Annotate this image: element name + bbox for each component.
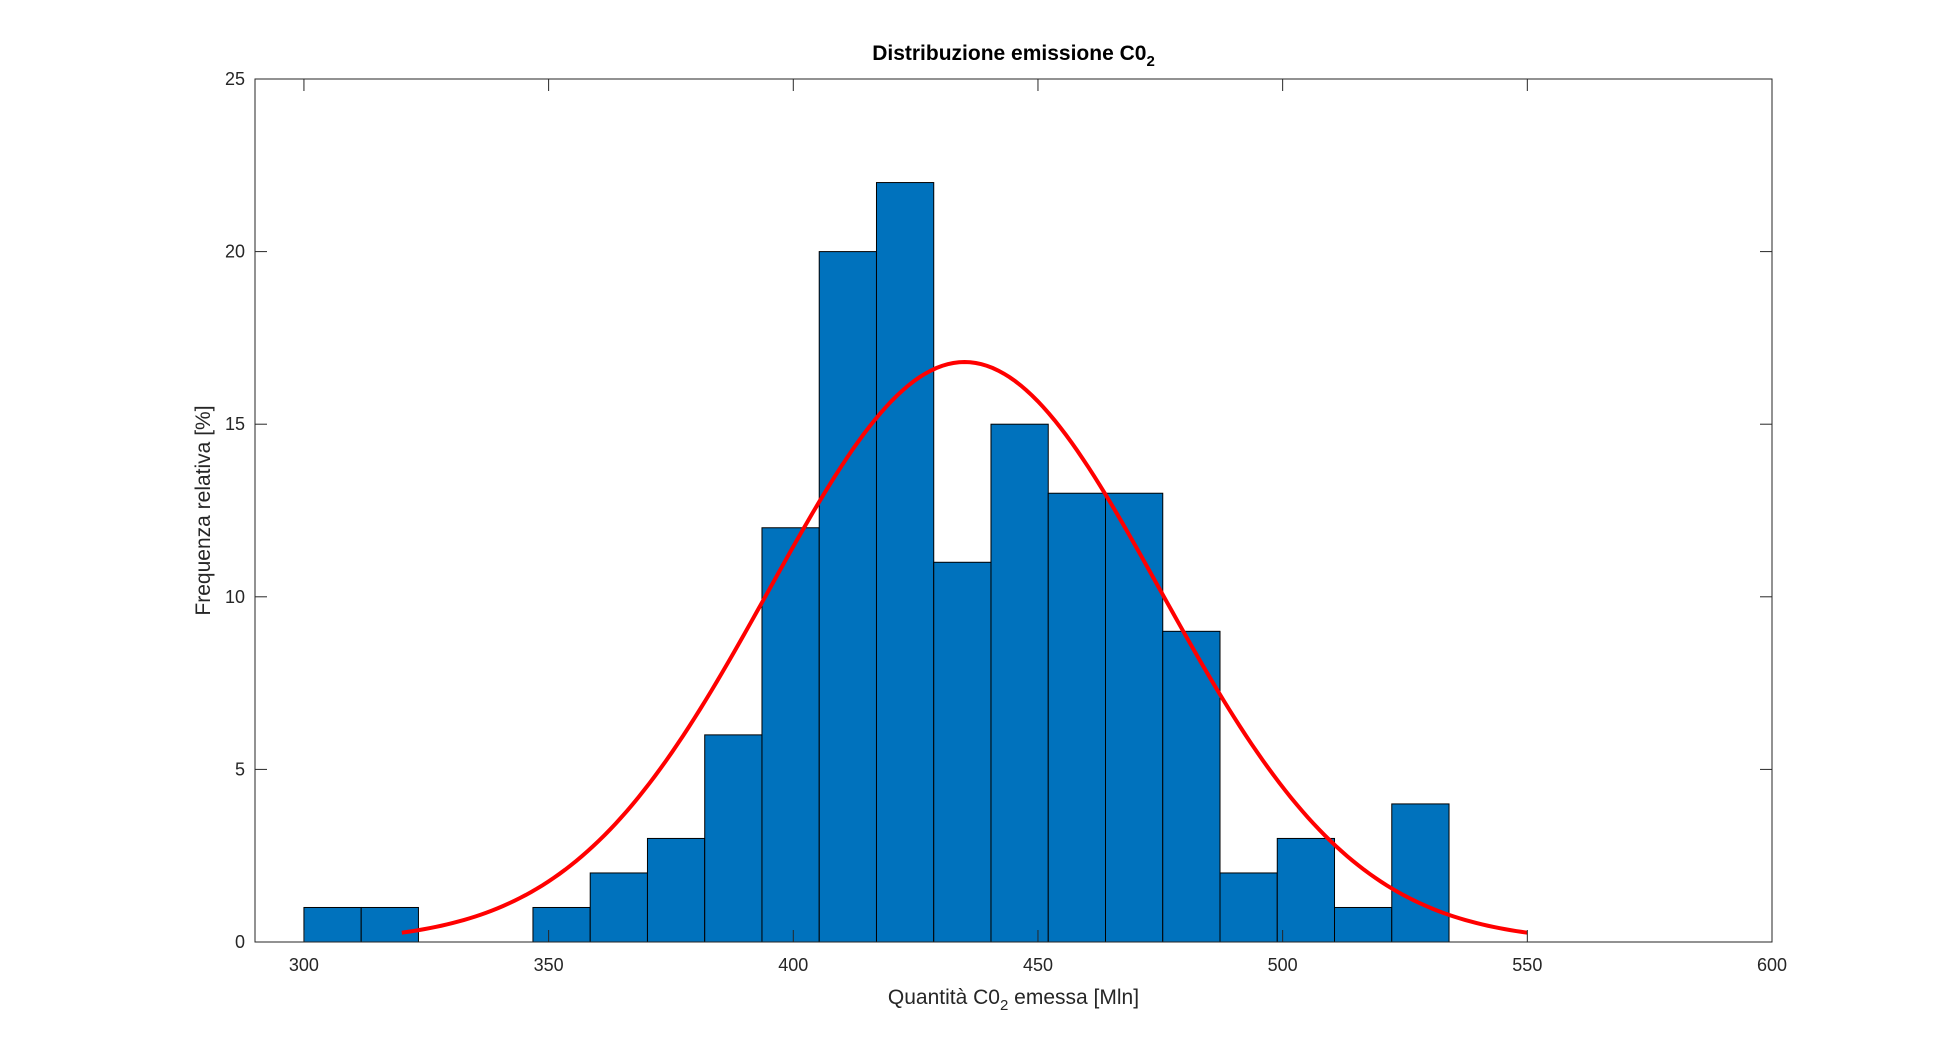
- y-tick-label: 10: [225, 587, 245, 607]
- x-tick-label: 550: [1512, 955, 1542, 975]
- x-tick-label: 300: [289, 955, 319, 975]
- y-tick-label: 5: [235, 759, 245, 779]
- histogram-bar: [761, 527, 820, 943]
- histogram-bar: [303, 906, 362, 943]
- histogram-bar: [1104, 492, 1164, 943]
- y-tick-label: 25: [225, 69, 245, 89]
- x-tick-label: 350: [534, 955, 564, 975]
- bars-group: [303, 182, 1450, 943]
- histogram-bar: [646, 837, 706, 943]
- y-tick-label: 20: [225, 242, 245, 262]
- histogram-bar: [704, 734, 763, 943]
- histogram-bar: [818, 251, 877, 943]
- x-tick-label: 500: [1268, 955, 1298, 975]
- histogram-bar: [1162, 630, 1221, 943]
- chart-title: Distribuzione emissione C02: [872, 42, 1155, 70]
- ticks-group: 300 350 400 450 500 550 600 0 5 10 15 20 25: [225, 69, 1787, 975]
- histogram-bar: [1047, 492, 1106, 943]
- x-axis-label-subscript: 2: [1000, 997, 1008, 1014]
- x-tick-label: 400: [778, 955, 808, 975]
- histogram-bar: [532, 906, 591, 943]
- x-axis-label-suffix: emessa [Mln]: [1008, 986, 1139, 1009]
- histogram-bar: [1219, 872, 1278, 943]
- histogram-bar: [990, 423, 1049, 943]
- x-tick-label: 600: [1757, 955, 1787, 975]
- y-tick-label: 15: [225, 414, 245, 434]
- histogram-bar: [1334, 906, 1393, 943]
- histogram-bar: [933, 561, 992, 943]
- chart-title-subscript: 2: [1146, 53, 1154, 70]
- normal-fit-curve: [401, 360, 1528, 935]
- y-axis-label: Frequenza relativa [%]: [192, 405, 215, 615]
- y-tick-label: 0: [235, 932, 245, 952]
- histogram-bar: [1391, 803, 1450, 943]
- histogram-bar: [1276, 837, 1336, 943]
- x-axis-label-prefix: Quantità C0: [888, 986, 1000, 1009]
- histogram-bar: [360, 906, 419, 943]
- x-axis-label: Quantità C02 emessa [Mln]: [888, 986, 1139, 1014]
- x-tick-label: 450: [1023, 955, 1053, 975]
- histogram-bar: [589, 872, 648, 943]
- chart-title-text: Distribuzione emissione C0: [872, 42, 1146, 65]
- axes-box: [254, 78, 1773, 943]
- histogram-bar: [875, 182, 935, 943]
